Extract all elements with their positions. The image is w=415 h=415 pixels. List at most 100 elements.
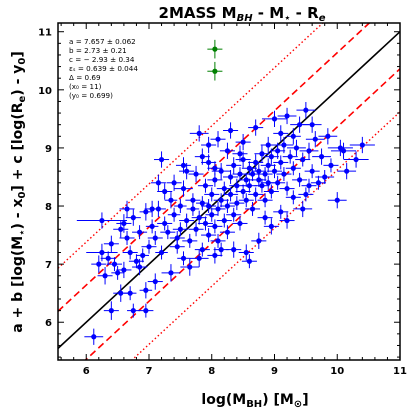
data-point	[306, 148, 312, 154]
data-point	[243, 177, 249, 183]
data-point	[265, 162, 271, 168]
data-point	[143, 287, 149, 293]
data-point	[265, 142, 271, 148]
data-point	[278, 130, 284, 136]
data-point	[136, 229, 143, 235]
data-point	[180, 255, 187, 261]
x-tick-label: 9	[271, 366, 278, 377]
y-tick-label: 7	[45, 260, 52, 271]
data-point	[155, 180, 162, 186]
data-point	[152, 278, 158, 285]
data-point	[218, 197, 224, 203]
data-point	[224, 229, 231, 235]
data-point	[136, 264, 143, 270]
annotation-eps: εₛ = 0.639 ± 0.044	[69, 64, 138, 73]
data-point	[177, 226, 183, 232]
data-point	[187, 238, 193, 244]
data-point	[278, 209, 284, 215]
data-point	[212, 68, 218, 74]
data-point	[265, 180, 271, 186]
data-point	[133, 258, 140, 264]
annotation-a: a = 7.657 ± 0.062	[69, 37, 136, 46]
x-tick-label: 8	[208, 366, 215, 377]
data-point	[149, 206, 155, 212]
data-point	[206, 203, 212, 209]
annotation-b: b = 2.73 ± 0.21	[69, 46, 127, 55]
data-point	[240, 156, 246, 163]
data-point	[124, 235, 130, 241]
data-point	[121, 267, 127, 273]
data-point	[221, 185, 227, 192]
data-point	[174, 235, 180, 241]
data-point	[249, 171, 256, 177]
data-point	[130, 215, 136, 221]
data-point	[284, 185, 290, 192]
y-tick-label: 6	[45, 318, 52, 329]
data-point	[105, 255, 111, 261]
data-point	[243, 249, 249, 256]
data-point	[227, 127, 234, 134]
data-point	[118, 226, 124, 232]
plot-area: 6 7 8 9 10 11 6 7 8 9 10 11	[38, 22, 407, 377]
data-point	[218, 168, 224, 174]
data-point	[296, 122, 303, 128]
data-point	[202, 220, 209, 227]
fit-parameters: a = 7.657 ± 0.062 b = 2.73 ± 0.21 c = − …	[69, 37, 138, 100]
annotation-y0: (y₀ = 0.699)	[69, 91, 113, 100]
data-point	[253, 124, 259, 131]
data-point	[253, 159, 259, 166]
data-point	[312, 136, 318, 142]
data-point	[206, 232, 212, 238]
data-point	[231, 247, 237, 253]
data-point	[278, 159, 284, 166]
data-point	[284, 113, 290, 119]
data-point	[259, 183, 265, 189]
data-point	[99, 249, 105, 256]
x-tick-label: 6	[83, 366, 90, 377]
fit-line	[58, 31, 400, 349]
data-point	[162, 188, 168, 195]
data-point	[281, 171, 287, 177]
data-point	[102, 273, 108, 279]
data-point	[180, 162, 187, 168]
data-point	[209, 191, 215, 198]
data-point	[240, 188, 246, 195]
data-point	[174, 244, 180, 250]
data-point	[149, 223, 155, 229]
x-tick-label: 11	[393, 366, 407, 377]
data-point	[111, 261, 118, 267]
data-point	[275, 180, 281, 186]
y-tick-label: 11	[38, 28, 52, 39]
data-point	[209, 212, 215, 218]
data-point	[215, 136, 221, 142]
data-point	[249, 206, 256, 212]
annotation-delta: Δ = 0.69	[69, 73, 101, 82]
data-point	[268, 188, 274, 195]
data-point	[212, 252, 218, 259]
data-point	[190, 206, 196, 212]
data-point	[253, 191, 259, 198]
data-point	[231, 212, 237, 218]
data-point	[171, 212, 177, 218]
data-point	[212, 177, 218, 183]
data-point	[234, 183, 240, 189]
data-point	[212, 165, 218, 171]
y-axis-label: a + b [log(M⋆) - x0] + c [log(Re) - y0]	[10, 51, 28, 333]
data-point	[199, 247, 205, 253]
data-point	[290, 165, 296, 171]
data-point	[240, 139, 246, 145]
data-point	[246, 165, 252, 171]
data-point	[246, 258, 252, 264]
data-point	[243, 197, 249, 203]
data-point	[146, 244, 152, 250]
data-point	[340, 148, 347, 154]
scatter-band-lower	[84, 68, 400, 360]
data-point	[91, 334, 97, 340]
data-point	[224, 203, 231, 209]
data-point	[152, 235, 158, 241]
x-tick-label: 7	[146, 366, 153, 377]
y-tick-label: 10	[38, 86, 52, 97]
data-point	[165, 229, 171, 235]
data-point	[344, 168, 350, 174]
